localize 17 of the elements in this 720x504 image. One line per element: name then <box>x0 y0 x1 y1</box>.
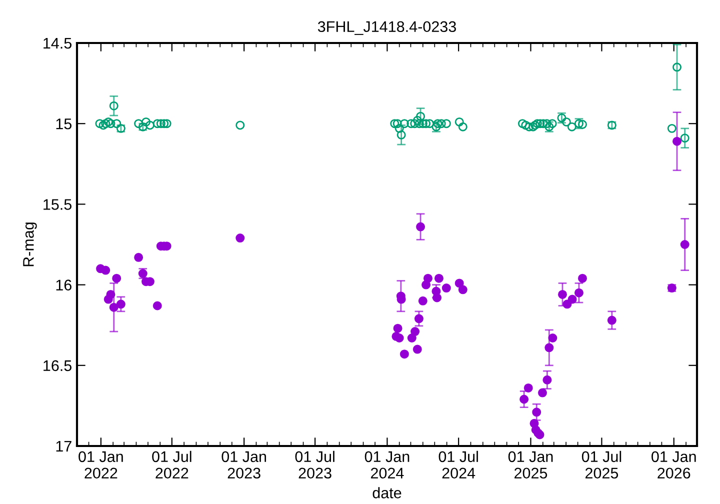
x-tick-label: 01 Jul 2025 <box>582 450 622 479</box>
x-tick-label: 01 Jan 2025 <box>508 451 553 479</box>
x-tick-label: 01 Jan 2022 <box>78 451 123 479</box>
y-tick-label: 15.5 <box>44 199 72 210</box>
y-axis-title: R-mag <box>23 222 37 266</box>
x-tick-label: 01 Jan 2023 <box>222 451 266 479</box>
y-tick-label: 16.5 <box>44 360 72 372</box>
chart-title: 3FHL_J1418.4-0233 <box>318 21 456 35</box>
x-axis-title: date <box>372 487 402 498</box>
x-tick-label: 01 Jan 2026 <box>652 451 696 479</box>
y-tick-label: 14.5 <box>44 38 72 49</box>
x-tick-label: 01 Jul 2024 <box>438 450 478 479</box>
y-tick-label: 15 <box>56 118 72 130</box>
x-tick-label: 01 Jul 2022 <box>152 450 192 479</box>
y-tick-label: 17 <box>56 441 72 452</box>
y-tick-label: 16 <box>56 280 72 290</box>
x-tick-label: 01 Jul 2023 <box>295 450 334 479</box>
